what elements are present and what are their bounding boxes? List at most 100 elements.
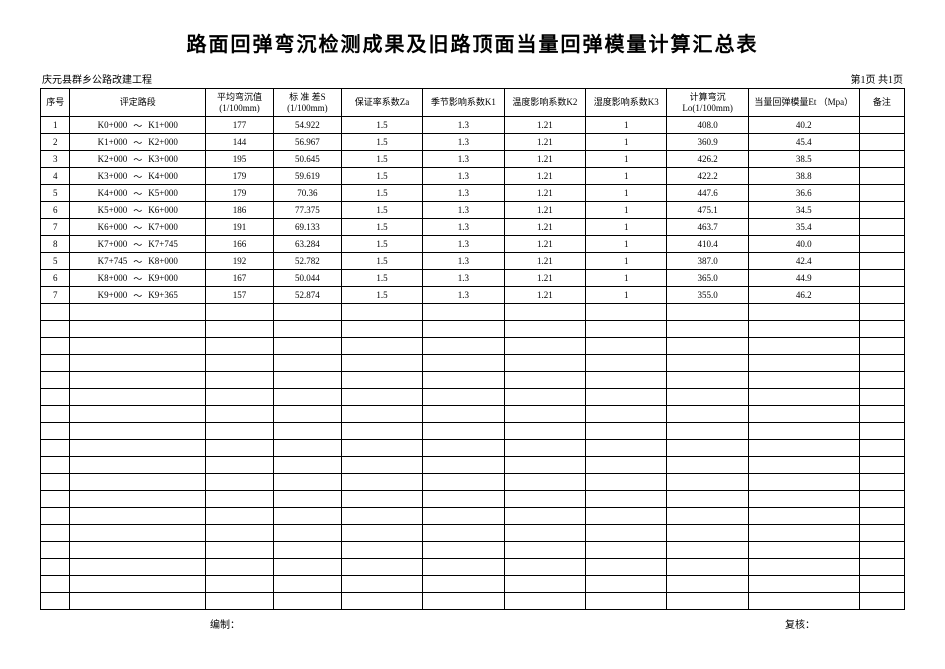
cell-et: 42.4 <box>748 253 859 270</box>
cell-lo: 463.7 <box>667 219 748 236</box>
table-row <box>41 474 905 491</box>
empty-cell <box>667 338 748 355</box>
data-table: 序号 评定路段 平均弯沉值 (1/100mm) 标 准 差S (1/100mm)… <box>40 88 905 610</box>
col-za: 保证率系数Za <box>341 89 422 117</box>
empty-cell <box>41 355 70 372</box>
empty-cell <box>586 576 667 593</box>
col-idx: 序号 <box>41 89 70 117</box>
cell-note <box>859 117 904 134</box>
empty-cell <box>206 593 274 610</box>
empty-cell <box>70 525 206 542</box>
empty-cell <box>504 491 585 508</box>
seg-from: K6+000 <box>98 222 128 232</box>
cell-note <box>859 151 904 168</box>
cell-avg: 179 <box>206 168 274 185</box>
empty-cell <box>341 440 422 457</box>
cell-k3: 1 <box>586 117 667 134</box>
empty-cell <box>504 440 585 457</box>
cell-std: 54.922 <box>273 117 341 134</box>
cell-seg: K6+000～K7+000 <box>70 219 206 236</box>
empty-cell <box>667 440 748 457</box>
empty-cell <box>70 355 206 372</box>
cell-et: 44.9 <box>748 270 859 287</box>
empty-cell <box>206 508 274 525</box>
empty-cell <box>586 440 667 457</box>
empty-cell <box>859 355 904 372</box>
table-row: 7K9+000～K9+36515752.8741.51.31.211355.04… <box>41 287 905 304</box>
empty-cell <box>504 304 585 321</box>
empty-cell <box>586 338 667 355</box>
table-row <box>41 457 905 474</box>
empty-cell <box>748 525 859 542</box>
cell-k3: 1 <box>586 219 667 236</box>
empty-cell <box>206 542 274 559</box>
empty-cell <box>70 559 206 576</box>
seg-from: K0+000 <box>98 120 128 130</box>
empty-cell <box>667 321 748 338</box>
empty-cell <box>206 576 274 593</box>
cell-seg: K8+000～K9+000 <box>70 270 206 287</box>
empty-cell <box>341 508 422 525</box>
empty-cell <box>423 593 504 610</box>
empty-cell <box>859 406 904 423</box>
empty-cell <box>423 491 504 508</box>
table-row: 8K7+000～K7+74516663.2841.51.31.211410.44… <box>41 236 905 253</box>
seg-from: K2+000 <box>98 154 128 164</box>
empty-cell <box>748 355 859 372</box>
empty-cell <box>41 593 70 610</box>
empty-cell <box>70 304 206 321</box>
empty-cell <box>70 423 206 440</box>
cell-note <box>859 270 904 287</box>
empty-cell <box>667 372 748 389</box>
empty-cell <box>273 423 341 440</box>
empty-cell <box>273 593 341 610</box>
cell-note <box>859 219 904 236</box>
col-note: 备注 <box>859 89 904 117</box>
table-row <box>41 338 905 355</box>
cell-idx: 8 <box>41 236 70 253</box>
cell-idx: 6 <box>41 202 70 219</box>
cell-lo: 426.2 <box>667 151 748 168</box>
empty-cell <box>667 576 748 593</box>
col-k1: 季节影响系数K1 <box>423 89 504 117</box>
empty-cell <box>859 559 904 576</box>
table-row <box>41 355 905 372</box>
cell-k2: 1.21 <box>504 202 585 219</box>
cell-za: 1.5 <box>341 185 422 202</box>
empty-cell <box>586 321 667 338</box>
cell-k3: 1 <box>586 151 667 168</box>
empty-cell <box>667 355 748 372</box>
cell-za: 1.5 <box>341 202 422 219</box>
empty-cell <box>586 559 667 576</box>
empty-cell <box>341 576 422 593</box>
empty-cell <box>586 593 667 610</box>
cell-lo: 410.4 <box>667 236 748 253</box>
empty-cell <box>341 474 422 491</box>
empty-cell <box>859 525 904 542</box>
empty-cell <box>341 406 422 423</box>
cell-seg: K0+000～K1+000 <box>70 117 206 134</box>
empty-cell <box>341 525 422 542</box>
empty-cell <box>273 321 341 338</box>
cell-std: 52.782 <box>273 253 341 270</box>
empty-cell <box>586 508 667 525</box>
empty-cell <box>586 389 667 406</box>
cell-idx: 7 <box>41 287 70 304</box>
empty-cell <box>273 355 341 372</box>
seg-to: K9+000 <box>148 273 178 283</box>
cell-za: 1.5 <box>341 117 422 134</box>
seg-from: K3+000 <box>98 171 128 181</box>
empty-cell <box>667 474 748 491</box>
empty-cell <box>859 440 904 457</box>
cell-seg: K3+000～K4+000 <box>70 168 206 185</box>
cell-std: 50.645 <box>273 151 341 168</box>
empty-cell <box>504 576 585 593</box>
seg-sep: ～ <box>133 119 142 132</box>
empty-cell <box>423 406 504 423</box>
cell-et: 40.0 <box>748 236 859 253</box>
cell-k2: 1.21 <box>504 117 585 134</box>
empty-cell <box>41 508 70 525</box>
col-k2: 温度影响系数K2 <box>504 89 585 117</box>
table-row: 7K6+000～K7+00019169.1331.51.31.211463.73… <box>41 219 905 236</box>
table-row: 3K2+000～K3+00019550.6451.51.31.211426.23… <box>41 151 905 168</box>
